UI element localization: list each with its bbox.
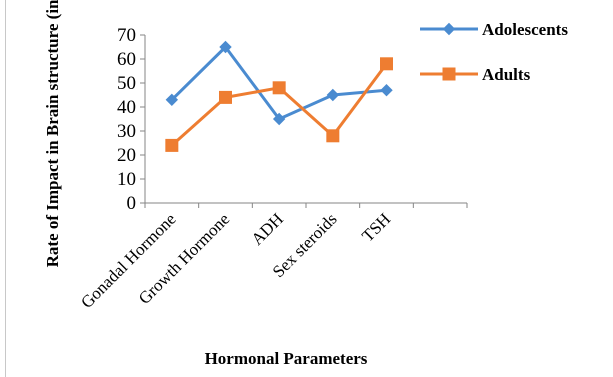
legend-swatch-marker <box>442 22 456 36</box>
legend-item: Adults <box>420 65 531 84</box>
x-axis-title: Hormonal Parameters <box>205 349 368 368</box>
legend-swatch-marker <box>442 67 456 81</box>
data-point <box>272 81 286 95</box>
legend: Adolescents Adults <box>420 20 568 84</box>
y-tick-label: 20 <box>117 145 136 166</box>
y-tick-label: 10 <box>117 169 136 190</box>
y-tick-label: 40 <box>117 97 136 118</box>
series-adults <box>165 57 393 152</box>
data-point <box>165 138 179 152</box>
series-layer <box>165 40 393 152</box>
y-tick-label: 30 <box>117 121 136 142</box>
legend-label: Adults <box>482 65 531 84</box>
legend-item: Adolescents <box>420 20 568 39</box>
data-point <box>326 88 340 102</box>
y-axis-title: Rate of Impact in Brain structure (in %) <box>43 0 62 267</box>
data-point <box>326 129 340 143</box>
y-tick-label: 70 <box>117 25 136 46</box>
data-point <box>219 90 232 104</box>
y-tick-label: 0 <box>127 193 137 214</box>
data-point <box>165 93 179 107</box>
y-tick-label: 50 <box>117 73 136 94</box>
chart-frame <box>5 0 613 377</box>
y-axis-ticks: 0 10 20 30 40 50 60 70 <box>117 25 145 214</box>
y-tick-label: 60 <box>117 49 136 70</box>
data-point <box>380 83 393 97</box>
legend-label: Adolescents <box>482 20 568 39</box>
data-point <box>219 40 232 54</box>
data-point <box>272 112 286 126</box>
data-point <box>380 57 393 71</box>
series-adolescents <box>165 40 393 126</box>
